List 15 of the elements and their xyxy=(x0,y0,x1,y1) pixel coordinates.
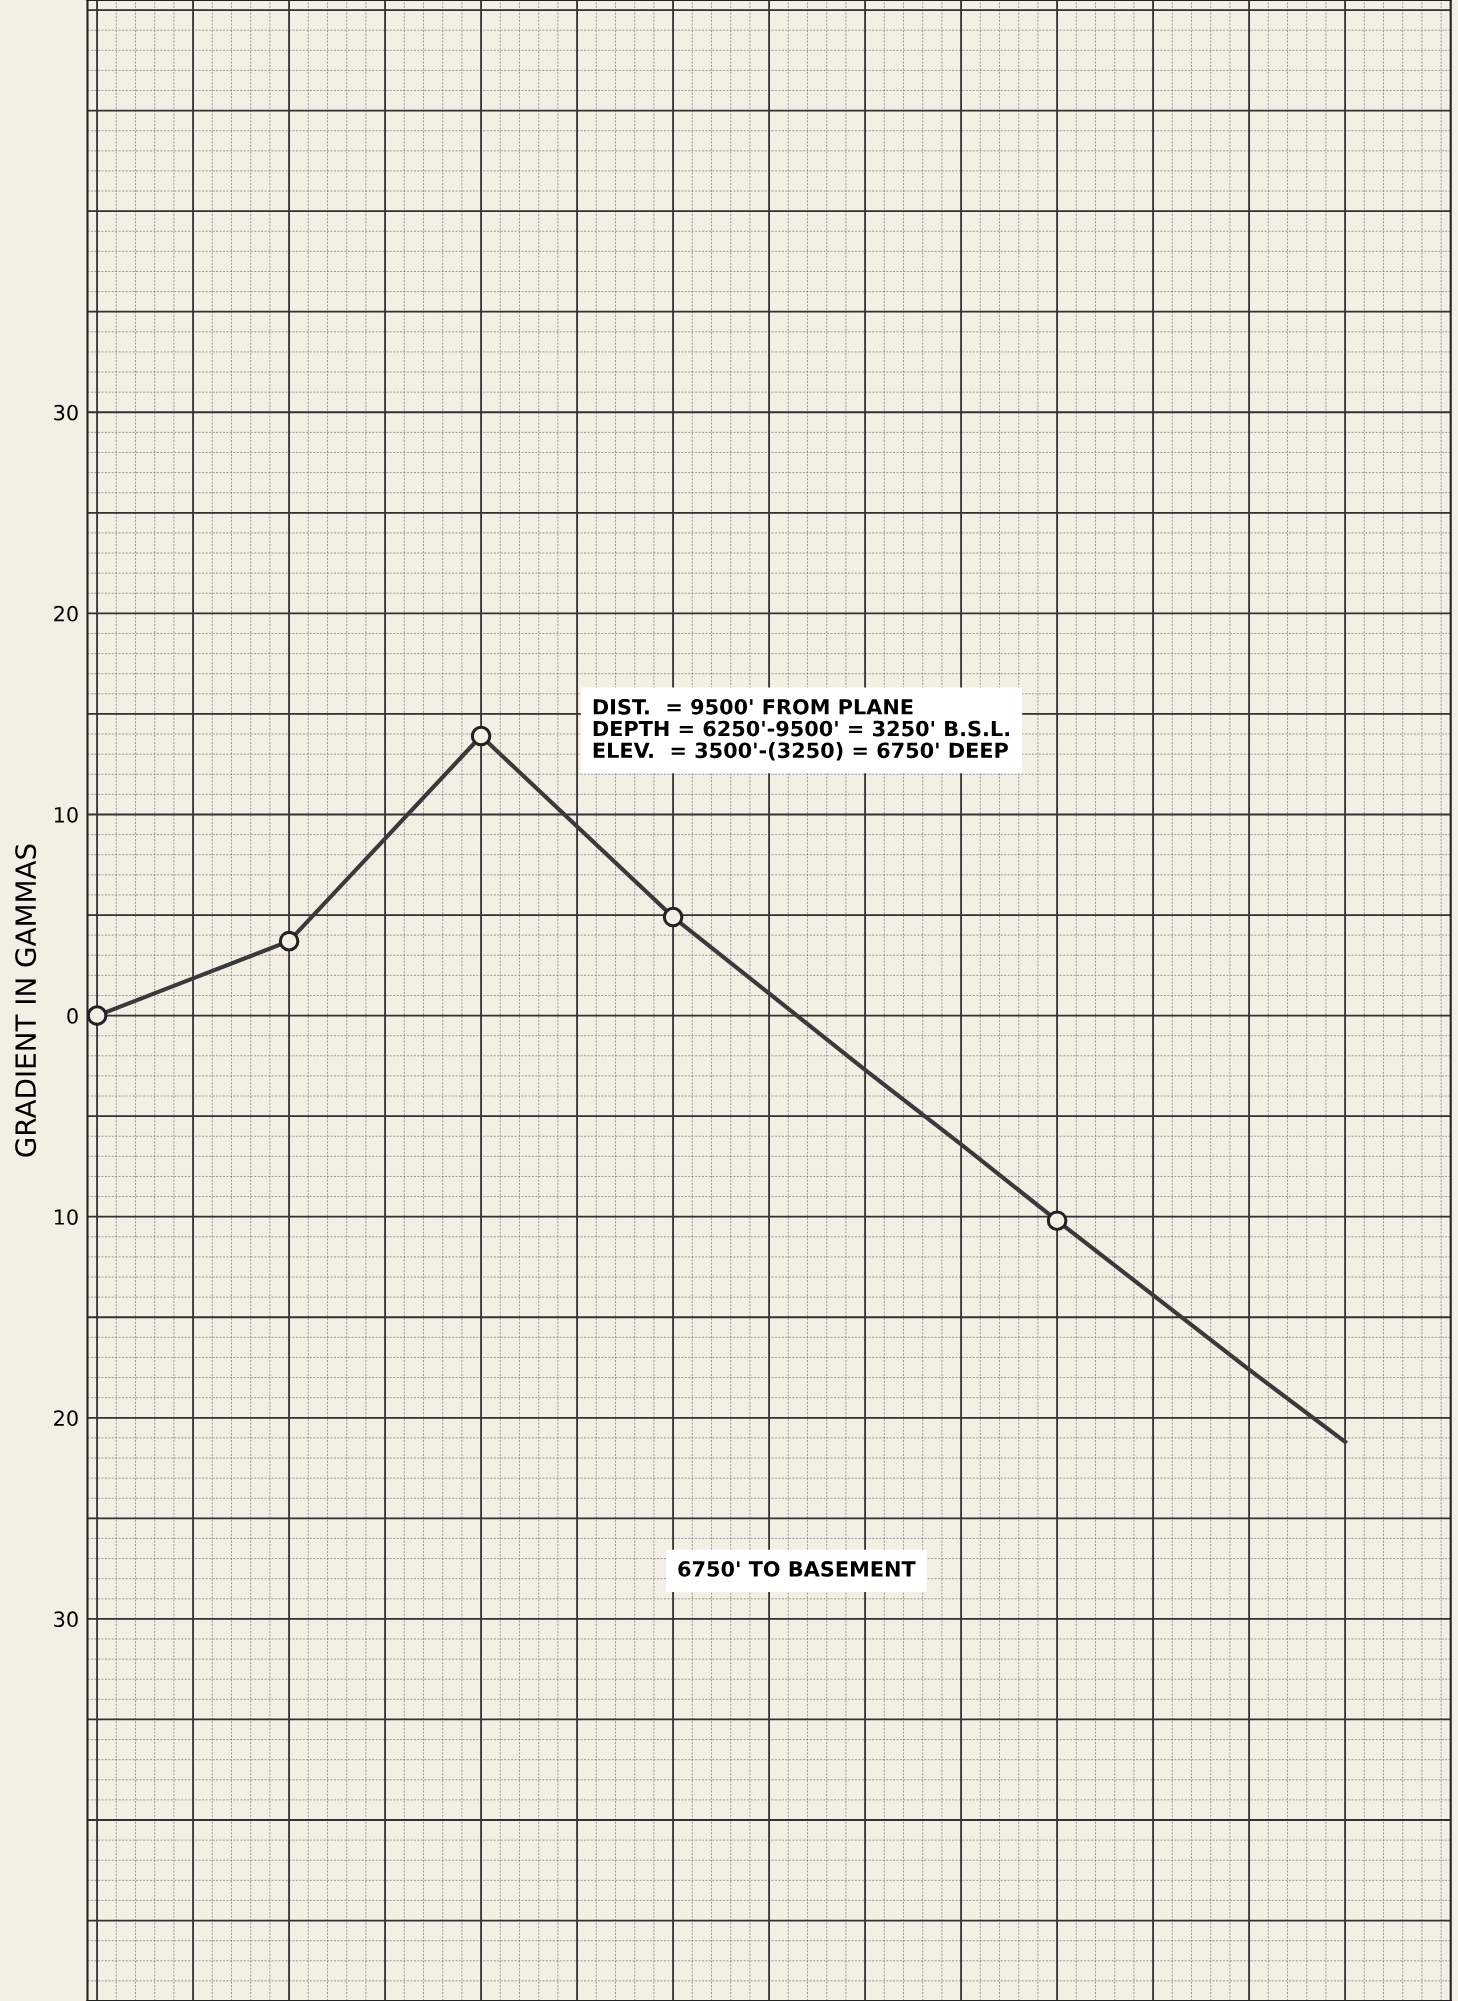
y-tick-label: 10 xyxy=(54,806,78,823)
y-tick-label: 20 xyxy=(54,605,78,622)
y-axis-title: GRADIENT IN GAMMAS xyxy=(15,844,37,1157)
point xyxy=(662,906,684,928)
point xyxy=(1046,1210,1068,1232)
point xyxy=(470,725,492,747)
y-tick-label: 0 xyxy=(67,1008,78,1024)
y-tick-label: 20 xyxy=(54,1410,78,1427)
annotation: 6750' TO BASEMENT xyxy=(678,1561,916,1577)
y-tick-label: 30 xyxy=(54,1611,78,1628)
y-tick-label: 10 xyxy=(54,1209,78,1225)
point xyxy=(87,1005,108,1026)
point xyxy=(278,930,300,952)
annotation: DIST. = 9500' FROM PLANE DEPTH = 6250'-9500' = 3250' B.S.L. ELEV. = 3500'-(3250) = 6750' DEEP xyxy=(593,698,1009,761)
y-tick-label: 30 xyxy=(54,404,78,421)
